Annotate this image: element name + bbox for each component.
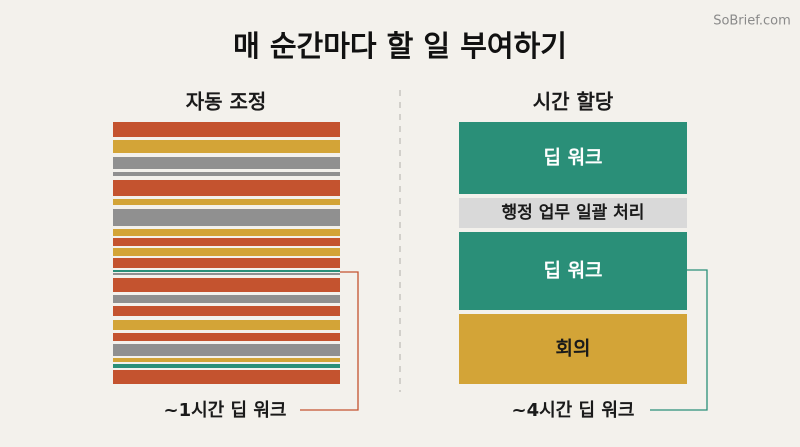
block (459, 232, 687, 310)
block-label: 딥 워크 (543, 260, 602, 282)
watermark: SoBrief.com (713, 14, 791, 29)
left-caption: ~1시간 딥 워크 (164, 399, 287, 421)
block (459, 314, 687, 384)
block-label: 회의 (556, 338, 591, 360)
title: 매 순간마다 할 일 부여하기 (233, 29, 567, 63)
left-heading: 자동 조정 (186, 90, 267, 114)
block (459, 122, 687, 194)
stripes (113, 122, 340, 384)
right-heading: 시간 할당 (533, 90, 614, 114)
right-connector (650, 269, 708, 411)
block-label: 딥 워크 (543, 147, 602, 169)
block-label: 행정 업무 일괄 처리 (502, 202, 645, 223)
block (459, 198, 687, 228)
left-connector (300, 271, 359, 411)
right-caption: ~4시간 딥 워크 (512, 399, 635, 421)
